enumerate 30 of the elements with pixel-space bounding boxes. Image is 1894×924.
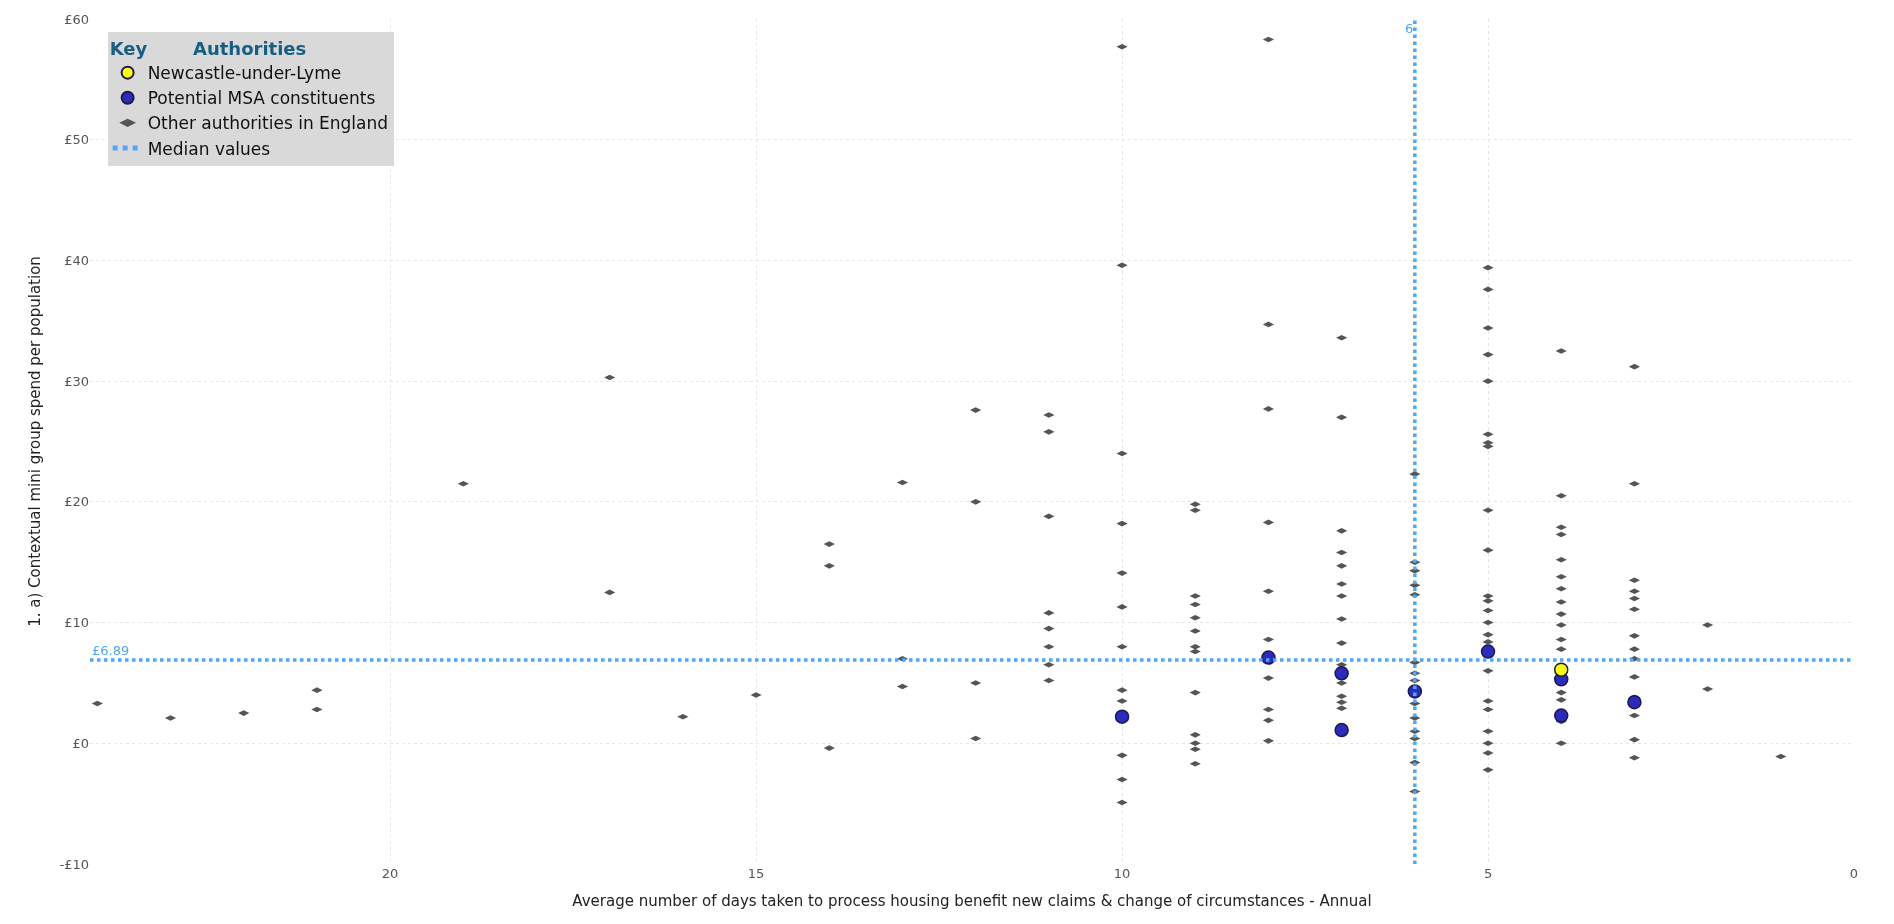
y-tick-label: £30 — [64, 373, 89, 389]
x-tick-label: 5 — [1483, 866, 1493, 881]
y-tick-label: £20 — [64, 494, 89, 510]
x-axis-title: Average number of days taken to process housing benefit new claims & change of circumstances - Annual — [572, 892, 1372, 910]
x-tick-label: 15 — [747, 866, 765, 881]
x-tick-label: 20 — [381, 866, 399, 881]
y-tick-label: -£10 — [59, 856, 89, 872]
y-axis-title: 1. a) Contextual mini group spend per population — [25, 256, 44, 627]
point — [1553, 662, 1569, 677]
annotation: Median values — [147, 138, 271, 159]
point — [1334, 666, 1349, 681]
point — [1553, 708, 1569, 723]
y-tick-label: £50 — [64, 132, 89, 148]
annotation: Key — [109, 38, 148, 60]
legend-label: Potential MSA constituents — [147, 88, 376, 109]
point — [1627, 694, 1642, 710]
point — [1480, 644, 1496, 659]
legend-label: Newcastle-under-Lyme — [147, 63, 342, 84]
y-tick-label: £10 — [64, 615, 89, 631]
y-tick-label: £0 — [72, 735, 89, 751]
y-tick-label: £40 — [64, 252, 89, 268]
y-tick-label: £60 — [64, 11, 89, 27]
legend-title: Authorities — [193, 38, 307, 60]
point — [1114, 709, 1130, 724]
ref-line-label: 6 — [1405, 21, 1414, 36]
x-tick-label: 0 — [1849, 866, 1859, 881]
ref-line-label: £6.89 — [92, 643, 130, 658]
legend-label: Other authorities in England — [147, 113, 389, 134]
x-tick-label: 10 — [1113, 866, 1131, 881]
point — [1334, 722, 1349, 738]
